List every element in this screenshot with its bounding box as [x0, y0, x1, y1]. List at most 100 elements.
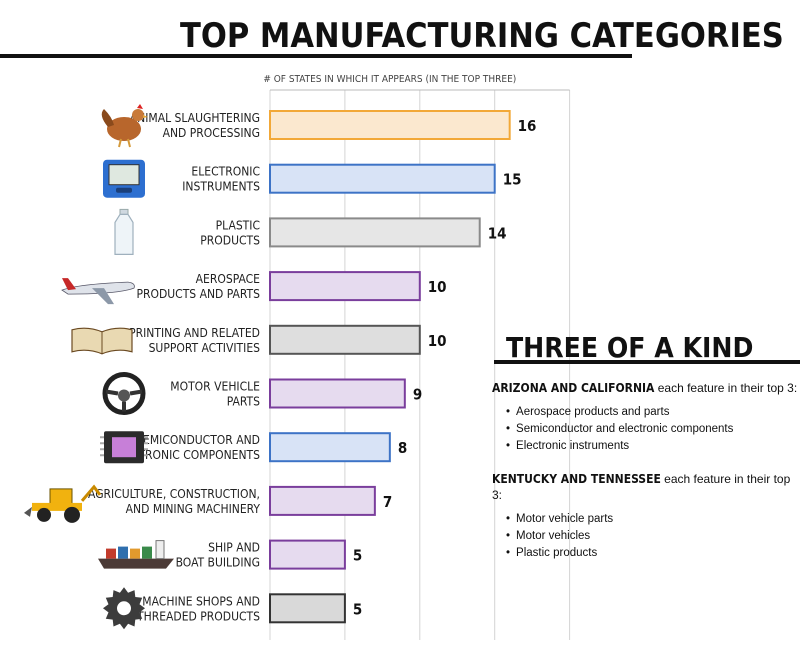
- bar: [269, 485, 376, 516]
- backhoe-wheel: [37, 507, 51, 522]
- list-item: Plastic products: [506, 545, 798, 562]
- bar: [269, 110, 511, 140]
- group-arizona-california: ARIZONA AND CALIFORNIA each feature in t…: [492, 380, 798, 455]
- group-suffix: each feature in their top 3:: [654, 381, 798, 395]
- chicken-leg: [127, 138, 131, 148]
- chicken-body: [107, 117, 141, 141]
- bar: [269, 324, 421, 355]
- chicken-tail: [101, 109, 114, 127]
- open-book-icon: [71, 327, 133, 355]
- chicken-head: [132, 109, 144, 121]
- bar: [269, 217, 481, 248]
- bar: [269, 271, 421, 302]
- category-label-line: AGRICULTURE, CONSTRUCTION,: [88, 487, 260, 501]
- category-label-line: PRODUCTS: [200, 233, 260, 247]
- category-label: ANIMAL SLAUGHTERING AND PROCESSING: [130, 111, 260, 140]
- bar-value-label: 16: [518, 117, 537, 135]
- category-label-line: INSTRUMENTS: [182, 180, 260, 194]
- category-label-line: SUPPORT ACTIVITIES: [149, 341, 261, 355]
- list-item: Electronic instruments: [506, 438, 798, 455]
- group-heading: ARIZONA AND CALIFORNIA each feature in t…: [492, 380, 798, 396]
- category-label-line: MOTOR VEHICLE: [170, 380, 260, 394]
- category-label-line: SEMICONDUCTOR AND: [136, 433, 260, 447]
- category-label-line: ELECTRONIC COMPONENTS: [111, 448, 260, 462]
- side-panel-title: THREE OF A KIND: [506, 331, 754, 364]
- category-label: AEROSPACE PRODUCTS AND PARTS: [136, 272, 260, 301]
- bottle-cap: [119, 208, 129, 215]
- category-label-line: PRODUCTS AND PARTS: [136, 287, 260, 301]
- bar: [269, 378, 406, 409]
- group-kentucky-tennessee: KENTUCKY AND TENNESSEE each feature in t…: [492, 471, 798, 562]
- gear-hole: [117, 601, 131, 616]
- bar-value-label: 14: [488, 224, 507, 242]
- cargo-ship-icon: [98, 540, 174, 569]
- bar-value-label: 5: [353, 547, 362, 565]
- ship-container: [106, 548, 116, 559]
- group-states: KENTUCKY AND TENNESSEE: [492, 472, 661, 486]
- category-label: MOTOR VEHICLE PARTS: [170, 380, 260, 409]
- backhoe-wheel: [64, 506, 80, 523]
- chicken-icon: [101, 104, 148, 148]
- category-label: MACHINE SHOPS AND THREADED PRODUCTS: [136, 594, 260, 623]
- ship-container: [118, 546, 128, 559]
- category-label: AGRICULTURE, CONSTRUCTION, AND MINING MAC…: [88, 487, 260, 516]
- bar-value-label: 7: [383, 493, 392, 511]
- backhoe-cab: [49, 488, 73, 506]
- wheel-hub: [118, 389, 130, 402]
- chicken-beak: [143, 115, 148, 118]
- chicken-comb: [137, 104, 143, 109]
- group-heading: KENTUCKY AND TENNESSEE each feature in t…: [492, 471, 798, 503]
- bar-value-label: 5: [353, 600, 362, 618]
- category-label-line: AEROSPACE: [196, 272, 261, 286]
- title-underline: [0, 54, 632, 58]
- chicken-leg: [118, 138, 122, 148]
- group-suffix: each feature in their top 3:: [492, 472, 791, 502]
- group-list: Motor vehicle parts Motor vehicles Plast…: [492, 511, 798, 562]
- group-list: Aerospace products and parts Semiconduct…: [492, 404, 798, 455]
- list-item: Motor vehicle parts: [506, 511, 798, 528]
- category-label-line: PARTS: [227, 395, 260, 409]
- ship-container: [130, 548, 140, 559]
- bar-value-label: 9: [413, 386, 422, 404]
- ship-bridge: [155, 540, 165, 560]
- steering-wheel-icon: [102, 372, 146, 415]
- category-label: SEMICONDUCTOR AND ELECTRONIC COMPONENTS: [111, 433, 260, 462]
- ship-hull: [98, 558, 174, 569]
- category-label: ELECTRONIC INSTRUMENTS: [182, 165, 260, 194]
- list-item: Motor vehicles: [506, 528, 798, 545]
- wheel-spokes: [105, 389, 143, 412]
- category-label-line: SHIP AND: [208, 541, 260, 555]
- list-item: Semiconductor and electronic components: [506, 421, 798, 438]
- bar: [269, 432, 391, 463]
- category-label-line: ELECTRONIC: [191, 165, 260, 179]
- category-label: SHIP AND BOAT BUILDING: [176, 541, 260, 570]
- group-states: ARIZONA AND CALIFORNIA: [492, 381, 655, 395]
- plane-wing: [92, 288, 114, 305]
- chip-pins: [100, 436, 148, 457]
- backhoe-bucket: [24, 506, 32, 517]
- category-label-line: AND PROCESSING: [163, 126, 260, 140]
- plastic-bottle-icon: [114, 208, 134, 255]
- bar-value-label: 10: [428, 278, 447, 296]
- bar-value-label: 15: [503, 171, 522, 189]
- backhoe-arm: [80, 484, 102, 502]
- bar: [269, 163, 496, 194]
- category-label-line: PRINTING AND RELATED: [129, 326, 260, 340]
- blood-pressure-monitor-icon: [103, 159, 145, 198]
- bottle-body: [114, 213, 134, 255]
- category-label-line: THREADED PRODUCTS: [136, 609, 260, 623]
- bar: [269, 593, 346, 624]
- side-panel-underline: [494, 360, 800, 364]
- backhoe-chassis: [32, 502, 82, 511]
- monitor-screen: [108, 164, 140, 186]
- bar: [269, 539, 346, 570]
- chip-die: [112, 437, 136, 458]
- monitor-button: [116, 187, 132, 193]
- category-label-line: PLASTIC: [216, 218, 260, 232]
- gear-icon: [103, 587, 145, 630]
- category-label: PRINTING AND RELATED SUPPORT ACTIVITIES: [129, 326, 260, 355]
- airplane-icon: [61, 278, 135, 305]
- category-label-line: ANIMAL SLAUGHTERING: [130, 111, 260, 125]
- x-axis-title: # OF STATES IN WHICH IT APPEARS (IN THE …: [263, 74, 516, 85]
